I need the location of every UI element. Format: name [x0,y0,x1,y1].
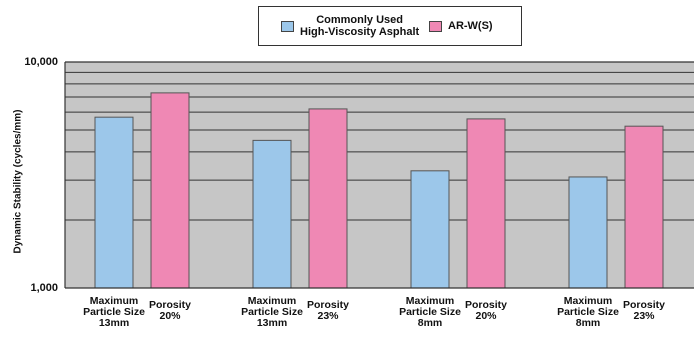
x-tick-label: Porosity 23% [306,299,349,322]
legend: Commonly Used High-Viscosity Asphalt AR-… [258,6,522,46]
y-axis-label: Dynamic Stability (cycles/mm) [12,109,24,254]
bar-high-viscosity [410,170,450,289]
y-tick-label: 10,000 [24,56,58,68]
x-tick-label: Porosity 23% [622,299,665,322]
bar-arw [150,92,190,289]
x-tick-label: Maximum Particle Size 8mm [399,295,461,329]
x-tick-label: Maximum Particle Size 8mm [557,295,619,329]
bar-arw [624,125,664,289]
x-tick-label: Porosity 20% [464,299,507,322]
bar-arw [308,108,348,289]
bars [94,92,664,289]
bar-high-viscosity [568,176,608,289]
x-tick-label: Maximum Particle Size 13mm [83,295,145,329]
x-tick-label: Maximum Particle Size 13mm [241,295,303,329]
legend-item-high-viscosity: Commonly Used High-Viscosity Asphalt [281,7,419,45]
legend-swatch-blue [281,20,294,32]
bar-high-viscosity [252,139,292,289]
legend-label: Commonly Used High-Viscosity Asphalt [300,14,420,38]
legend-label: AR-W(S) [448,20,493,32]
legend-swatch-pink [429,20,442,32]
y-tick-label: 1,000 [30,282,58,294]
x-tick-label: Porosity 20% [148,299,191,322]
legend-item-arw: AR-W(S) [429,7,493,45]
bar-arw [466,118,506,289]
bar-high-viscosity [94,116,134,289]
